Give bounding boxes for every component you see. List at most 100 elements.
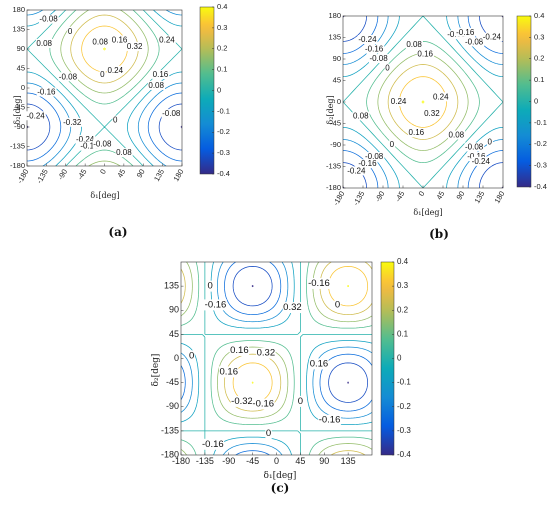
contour-label-background (408, 128, 426, 138)
contour-label: -0.24 (472, 157, 491, 166)
x-tick-label: 45 (434, 189, 446, 201)
contour-label: -0.16 (37, 87, 56, 96)
x-tick-labels: -180 -135 -90 -45 0 45 90 135 180 (331, 185, 506, 207)
x-tick-label: -90 (373, 189, 386, 203)
contour-label-background (334, 299, 341, 311)
contour-label: 0 (487, 138, 492, 147)
chart-b: -0.24-0.16-0.0800.080.16-0.08-0.16-0.08-… (326, 11, 547, 241)
x-tick-label: 135 (341, 456, 356, 466)
colorbar-tick-label: 0.2 (534, 54, 544, 63)
contour-label: 0.16 (409, 128, 425, 137)
contour-label: 0 (385, 64, 390, 73)
contour-label-background (161, 109, 182, 119)
x-tick-label: 135 (472, 189, 486, 204)
contour-label: -0.16 (456, 28, 475, 37)
contour-label-background (464, 142, 485, 152)
contour-label-background (471, 156, 491, 166)
colorbar-tick-label: 0 (534, 96, 538, 105)
contour-label: 0.32 (127, 42, 143, 51)
x-tick-label: -45 (246, 456, 259, 466)
y-axis-label: δ₂[deg] (326, 95, 335, 124)
contour-level-0 (27, 125, 182, 129)
colorbar-tick-labels: 0.4 0.3 0.2 0.1 0 -0.1 -0.2 -0.3 -0.4 (392, 257, 411, 459)
colorbar-tick-label: -0.4 (397, 450, 411, 459)
contour-label: 0.32 (424, 109, 440, 118)
contour-label-background (318, 414, 341, 426)
colorbar-tick-label: 0.2 (397, 305, 409, 314)
contour-label: 0.24 (391, 97, 407, 106)
contour-label-background (204, 299, 227, 311)
contour-label-background (126, 41, 144, 51)
colorbar (516, 15, 532, 188)
contour-level-0 (251, 285, 350, 384)
x-tick-labels: -180 -135 -90 -45 0 45 90 135 (172, 452, 356, 466)
contour-level-3 (27, 10, 182, 166)
x-tick-label: 90 (135, 167, 147, 179)
contour-label-background (390, 97, 408, 107)
y-axis-label: δ₂[deg] (151, 354, 161, 387)
subfigure-caption: (b) (429, 227, 449, 241)
contour-label: 0 (113, 116, 118, 125)
colorbar-tick-label: -0.4 (534, 182, 547, 191)
contour-label: 0 (100, 70, 105, 79)
colorbar-tick-label: 0.1 (534, 75, 544, 84)
y-tick-label: -135 (326, 161, 341, 170)
x-tick-label: 90 (454, 189, 466, 201)
contour-label-background (219, 366, 239, 378)
y-tick-labels: 180 135 90 45 0 -45 -90 -135 -180 (326, 11, 346, 192)
contour-label: -0.08 (465, 142, 484, 151)
colorbar-tick-label: -0.2 (397, 402, 411, 411)
contour-label-background (106, 65, 125, 75)
x-tick-label: 0 (417, 189, 427, 197)
contour-label: 0 (390, 140, 395, 149)
y-tick-label: 0 (21, 83, 25, 92)
colorbar-tick-label: -0.2 (217, 127, 230, 136)
x-tick-label: -180 (172, 456, 190, 466)
x-axis-label: δ₁[deg] (413, 208, 442, 217)
y-tick-label: 45 (17, 63, 25, 72)
contour-label-background (448, 130, 466, 140)
contour-label-background (455, 27, 476, 37)
colorbar-tick-label: 0.1 (397, 329, 409, 338)
contour-label-background (368, 54, 389, 64)
contour-label-background (152, 70, 170, 80)
contour-label: 0.32 (283, 302, 302, 313)
contour-level-10 (103, 47, 106, 51)
contour-label-background (188, 350, 195, 362)
contour-label: 0.08 (449, 131, 465, 140)
contour-label: -0.08 (365, 152, 384, 161)
y-tick-label: 45 (169, 329, 179, 339)
x-tick-label: -45 (393, 189, 406, 203)
contour-label-background (230, 395, 254, 407)
contour-label: -0.16 (358, 159, 377, 168)
y-tick-label: 135 (164, 281, 179, 291)
contour-label-background (364, 44, 385, 54)
contour-label: -0.24 (76, 135, 95, 144)
contour-label: -0.24 (483, 33, 502, 42)
y-tick-label: 90 (17, 44, 25, 53)
contour-label-background (482, 32, 503, 42)
contour-label: 0.08 (36, 39, 52, 48)
contour-label-background (486, 137, 493, 147)
y-tick-label: 0 (337, 97, 341, 106)
x-tick-label: 45 (295, 456, 305, 466)
contour-label: 0 (298, 396, 303, 407)
contour-label-background (297, 395, 304, 407)
contour-label: 0.16 (220, 366, 239, 377)
contour-label-background (67, 26, 74, 36)
y-tick-labels: 180 135 90 45 0 -45 -90 -135 -180 (10, 5, 30, 170)
contour-label-background (62, 117, 83, 127)
x-tick-labels: -180 -135 -90 -45 0 45 90 135 180 (15, 163, 185, 185)
contour-label-background (111, 35, 129, 45)
contour-label: -0.24 (358, 35, 377, 44)
colorbar-tick-label: -0.3 (217, 148, 230, 157)
contour-label-background (265, 428, 272, 440)
subfigure-caption: (c) (271, 481, 290, 495)
y-tick-label: 45 (333, 75, 341, 84)
contour-level-1 (232, 266, 369, 403)
contour-label: 0.16 (417, 49, 433, 58)
contour-label-background (352, 111, 370, 121)
contour-label: -0.16 (80, 142, 99, 151)
